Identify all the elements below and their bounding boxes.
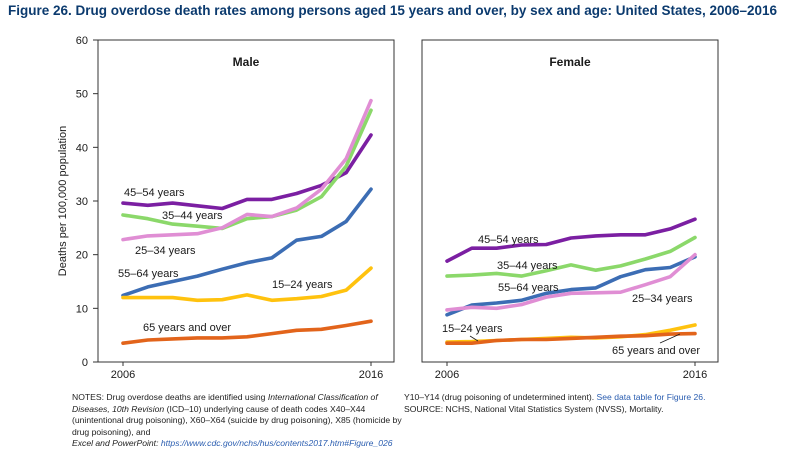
male-label-65plus: 65 years and over (143, 322, 231, 334)
male-series-25-34 (121, 98, 373, 242)
data-table-link[interactable]: See data table for Figure 26. (596, 392, 706, 402)
male-series-55-64 (121, 187, 373, 298)
male-series-15-24 (121, 266, 373, 303)
female-series-65plus (445, 331, 697, 346)
y-tick-label: 60 (76, 35, 88, 47)
female-label-25-34: 25–34 years (632, 293, 693, 305)
notes-text-cont: (ICD–10) underlying cause of death codes… (72, 403, 402, 437)
male-label-25-34: 25–34 years (135, 245, 196, 257)
female-panel-title: Female (549, 55, 591, 69)
y-tick-label: 0 (82, 357, 88, 369)
x-tick-label: 2006 (435, 369, 459, 381)
female-series-35-44 (445, 235, 697, 278)
notes-text: NOTES: Drug overdose deaths are identifi… (72, 392, 268, 402)
notes-icd-title: International Classification of Diseases… (72, 392, 378, 414)
male-label-45-54: 45–54 years (124, 187, 185, 199)
label-leader-15-24 (469, 335, 479, 342)
y-tick-label: 30 (76, 196, 88, 208)
female-label-15-24: 15–24 years (442, 323, 503, 335)
y-tick-label: 50 (76, 89, 88, 101)
female-label-35-44: 35–44 years (497, 260, 558, 272)
y-tick-label: 20 (76, 250, 88, 262)
x-tick-label: 2016 (683, 369, 707, 381)
x-tick-label: 2006 (111, 369, 135, 381)
notes-left: NOTES: Drug overdose deaths are identifi… (72, 392, 402, 450)
male-label-55-64: 55–64 years (118, 268, 179, 280)
y-tick-label: 40 (76, 142, 88, 154)
notes-right: Y10–Y14 (drug poisoning of undetermined … (404, 392, 784, 415)
x-tick-label: 2016 (359, 369, 383, 381)
male-series-65plus (121, 319, 373, 346)
excel-link[interactable]: https://www.cdc.gov/nchs/hus/contents201… (160, 438, 393, 449)
male-label-15-24: 15–24 years (272, 279, 333, 291)
female-label-65plus: 65 years and over (612, 345, 700, 357)
label-leader-65plus (659, 333, 681, 344)
chart: Male Female Deaths per 100,000 populatio… (57, 35, 719, 381)
male-panel-title: Male (233, 55, 260, 69)
female-label-45-54: 45–54 years (478, 234, 539, 246)
notes-codes: Y10–Y14 (drug poisoning of undetermined … (404, 392, 597, 402)
female-series-45-54 (445, 217, 697, 263)
female-series-55-64 (445, 254, 697, 317)
y-tick-label: 10 (76, 303, 88, 315)
male-series-35-44 (121, 108, 373, 231)
source-text: SOURCE: NCHS, National Vital Statistics … (404, 403, 664, 414)
excel-label: Excel and PowerPoint: (72, 438, 161, 449)
female-label-55-64: 55–64 years (498, 282, 559, 294)
figure-title: Figure 26. Drug overdose death rates amo… (8, 3, 778, 18)
female-series-25-34 (445, 252, 697, 312)
male-label-35-44: 35–44 years (162, 210, 223, 222)
female-panel-frame (421, 39, 719, 363)
y-axis-label: Deaths per 100,000 population (57, 126, 69, 276)
